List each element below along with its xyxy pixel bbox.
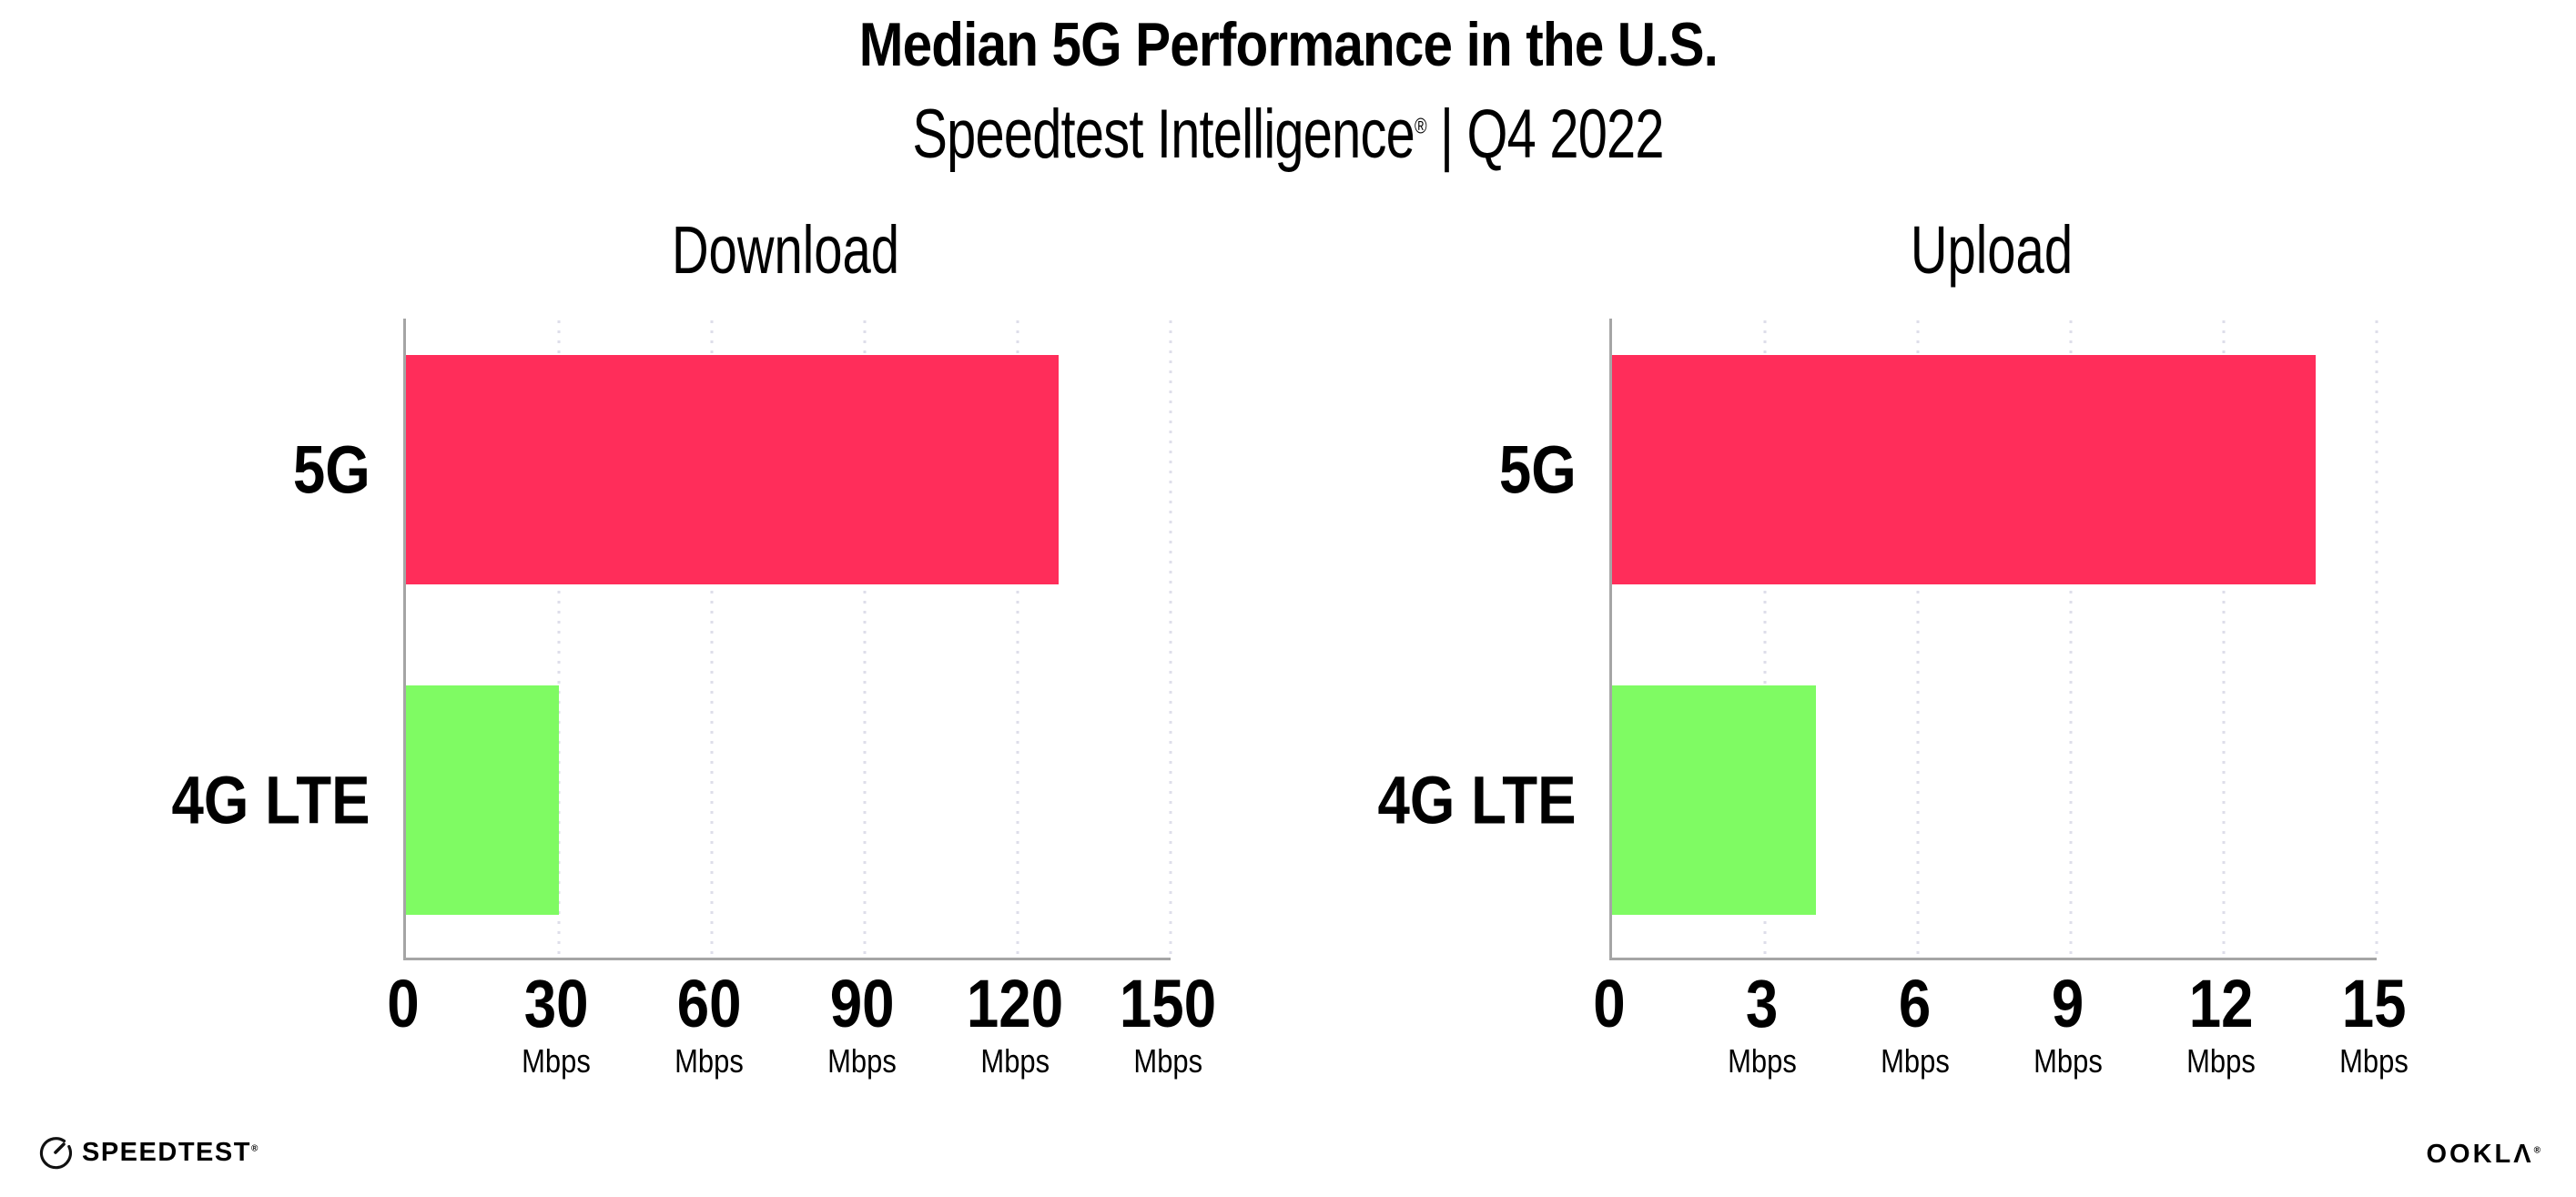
- gridline: [2375, 320, 2378, 958]
- x-tick-unit: Mbps: [1881, 1042, 1950, 1080]
- x-tick-unit: Mbps: [522, 1042, 591, 1080]
- x-tick: 6 Mbps: [1875, 969, 1955, 1080]
- upload-chart: Upload 0 3 Mbps 6 Mbps 9 Mbps 12 Mbps 15 Mbps 5G 4G…: [1378, 212, 2409, 1080]
- chart-title: Download: [671, 212, 900, 288]
- download-chart: Download 0 30 Mbps 60 Mbps 90 Mbps 120 Mbps 150 Mb…: [172, 212, 1216, 1080]
- x-tick-value: 90: [829, 966, 895, 1041]
- x-tick-unit: Mbps: [674, 1042, 744, 1080]
- registered-mark: ®: [1414, 114, 1427, 139]
- x-tick-unit: Mbps: [1133, 1042, 1202, 1080]
- speedtest-label: SPEEDTEST: [82, 1138, 251, 1167]
- x-tick-unit: Mbps: [2339, 1042, 2409, 1080]
- x-tick: 90 Mbps: [822, 969, 902, 1080]
- ookla-logo: OOKLΛ®: [2427, 1140, 2544, 1170]
- gridline: [1916, 320, 1920, 958]
- bar-5g: [1612, 355, 2316, 584]
- x-tick: 120 Mbps: [958, 969, 1070, 1080]
- gridline: [1169, 320, 1172, 958]
- plot-area: [1609, 319, 2378, 960]
- x-tick: 15 Mbps: [2334, 969, 2414, 1080]
- x-tick-value: 0: [387, 966, 420, 1041]
- bar-4g-lte: [1612, 685, 1816, 915]
- gridline: [710, 320, 714, 958]
- subtitle-separator: |: [1439, 96, 1454, 173]
- plot-area: [403, 319, 1172, 960]
- ookla-registered-mark: ®: [2533, 1145, 2543, 1156]
- ookla-label: OOKLΛ: [2426, 1140, 2534, 1169]
- chart-title: Upload: [1910, 212, 2074, 288]
- x-tick-unit: Mbps: [2033, 1042, 2103, 1080]
- x-tick: 12 Mbps: [2181, 969, 2261, 1080]
- x-tick-value: 0: [1593, 966, 1626, 1041]
- x-tick: 60 Mbps: [669, 969, 749, 1080]
- x-tick-unit: Mbps: [2186, 1042, 2256, 1080]
- speedtest-registered-mark: ®: [250, 1143, 259, 1154]
- category-label-4g-lte: 4G LTE: [0, 762, 370, 839]
- category-label-text: 5G: [1499, 431, 1577, 508]
- page-subtitle: Speedtest Intelligence® | Q4 2022: [0, 95, 2576, 174]
- x-tick-value: 15: [2341, 966, 2407, 1041]
- gridline: [863, 320, 867, 958]
- ookla-wordmark: OOKLΛ®: [2427, 1140, 2544, 1169]
- x-tick-value: 30: [523, 966, 589, 1041]
- x-tick-value: 150: [1119, 966, 1217, 1041]
- speedtest-gauge-icon: [39, 1137, 73, 1170]
- category-label-4g-lte: 4G LTE: [1194, 762, 1577, 839]
- x-axis-ticks: 0 30 Mbps 60 Mbps 90 Mbps 120 Mbps 150 Mbps: [387, 969, 1216, 1105]
- x-tick-unit: Mbps: [980, 1042, 1050, 1080]
- subtitle-period: Q4 2022: [1466, 96, 1664, 173]
- subtitle-brand: Speedtest Intelligence: [912, 96, 1415, 173]
- category-label-text: 4G LTE: [171, 762, 370, 838]
- x-tick-value: 6: [1899, 966, 1932, 1041]
- gridline: [557, 320, 561, 958]
- x-tick-value: 9: [2052, 966, 2084, 1041]
- page-title: Median 5G Performance in the U.S.: [0, 9, 2576, 80]
- x-tick: 0: [384, 969, 421, 1040]
- category-label-text: 4G LTE: [1377, 762, 1577, 838]
- bar-5g: [406, 355, 1059, 584]
- x-tick: 30 Mbps: [516, 969, 596, 1080]
- speedtest-logo: SPEEDTEST®: [38, 1134, 259, 1171]
- gridline: [1763, 320, 1767, 958]
- x-axis-ticks: 0 3 Mbps 6 Mbps 9 Mbps 12 Mbps 15 Mbps: [1593, 969, 2409, 1105]
- gridline: [2222, 320, 2226, 958]
- x-tick: 9 Mbps: [2028, 969, 2108, 1080]
- bar-4g-lte: [406, 685, 559, 915]
- x-tick: 3 Mbps: [1722, 969, 1802, 1080]
- x-tick-unit: Mbps: [827, 1042, 897, 1080]
- page-title-text: Median 5G Performance in the U.S.: [858, 10, 1718, 79]
- x-tick-value: 120: [966, 966, 1064, 1041]
- x-tick-value: 3: [1746, 966, 1779, 1041]
- category-label-text: 5G: [293, 431, 370, 508]
- x-tick-unit: Mbps: [1728, 1042, 1797, 1080]
- x-tick-value: 60: [676, 966, 742, 1041]
- x-tick-value: 12: [2188, 966, 2254, 1041]
- speedtest-wordmark: SPEEDTEST®: [82, 1134, 259, 1171]
- category-label-5g: 5G: [0, 431, 370, 509]
- x-tick: 0: [1590, 969, 1628, 1040]
- page-subtitle-text: Speedtest Intelligence® | Q4 2022: [912, 95, 1664, 174]
- gridline: [1016, 320, 1019, 958]
- category-label-5g: 5G: [1194, 431, 1577, 509]
- gridline: [2069, 320, 2073, 958]
- x-tick: 150 Mbps: [1111, 969, 1223, 1080]
